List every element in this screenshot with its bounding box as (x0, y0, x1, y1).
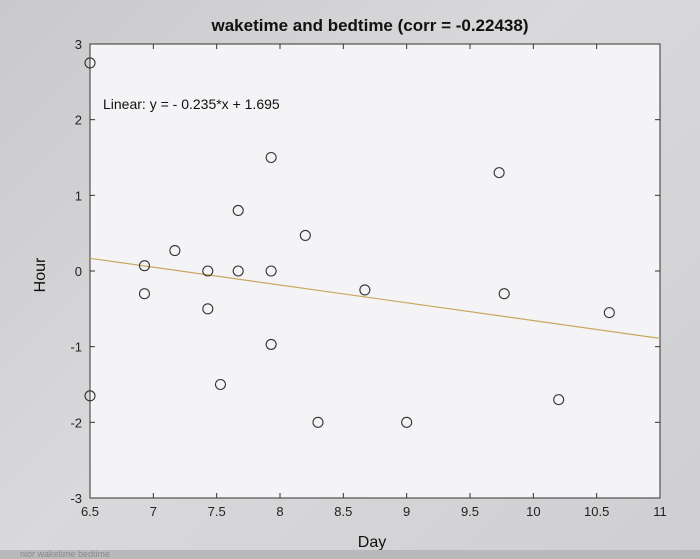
x-tick-label: 7.5 (208, 504, 226, 519)
tab-strip-fragment: nior waketime bedtime (0, 550, 700, 559)
fit-equation-annotation: Linear: y = - 0.235*x + 1.695 (103, 96, 280, 112)
x-tick-label: 10.5 (584, 504, 609, 519)
fit-line (89, 257, 661, 339)
plot-area (89, 43, 661, 499)
x-tick-label: 11 (653, 504, 667, 519)
data-point (553, 394, 565, 406)
x-axis-label: Day (358, 534, 386, 551)
data-point (265, 265, 277, 277)
data-point (84, 390, 96, 402)
y-axis-label: Hour (32, 257, 49, 292)
y-tick-label: -3 (70, 491, 82, 506)
chart-title: waketime and bedtime (corr = -0.22438) (211, 16, 529, 35)
y-axis-ticks: 3 2 1 0 -1 -2 -3 (70, 37, 660, 506)
data-point (202, 265, 214, 277)
data-point (265, 338, 277, 350)
x-tick-label: 8 (276, 504, 283, 519)
data-point (265, 151, 277, 164)
data-points (84, 57, 615, 428)
data-point (138, 288, 151, 300)
x-tick-label: 10 (526, 504, 540, 519)
data-point (214, 378, 227, 391)
y-tick-label: 2 (75, 113, 82, 128)
data-point (401, 416, 413, 428)
y-tick-label: -1 (70, 340, 82, 355)
x-tick-label: 9 (403, 504, 410, 519)
y-tick-label: 3 (75, 37, 82, 52)
data-point (312, 416, 324, 428)
data-point (603, 307, 615, 319)
data-point (493, 167, 505, 179)
x-tick-label: 7 (150, 504, 157, 519)
y-tick-label: 0 (75, 264, 82, 279)
x-tick-label: 8.5 (334, 504, 352, 519)
x-axis-ticks: 6.5 7 7.5 8 8.5 9 9.5 10 10.5 11 (81, 44, 667, 519)
y-tick-label: 1 (75, 188, 82, 203)
x-tick-label: 9.5 (461, 504, 479, 519)
data-point (498, 288, 510, 300)
x-tick-label: 6.5 (81, 504, 99, 519)
data-point (84, 57, 96, 69)
linear-fit (89, 257, 661, 339)
data-point (299, 229, 311, 241)
data-point (169, 245, 181, 257)
y-tick-label: -2 (70, 415, 82, 430)
data-point (232, 265, 244, 277)
data-point (232, 204, 244, 217)
data-point (202, 303, 214, 315)
data-point (359, 284, 371, 296)
data-point (138, 260, 151, 272)
